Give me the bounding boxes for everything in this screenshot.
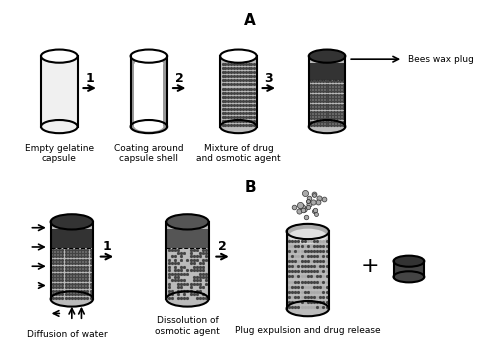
Ellipse shape xyxy=(220,120,256,133)
Ellipse shape xyxy=(394,271,424,283)
Polygon shape xyxy=(166,230,208,248)
Polygon shape xyxy=(50,230,93,248)
Polygon shape xyxy=(166,222,208,299)
Text: Coating around
capsule shell: Coating around capsule shell xyxy=(114,144,184,163)
Polygon shape xyxy=(50,222,93,299)
Polygon shape xyxy=(130,56,167,126)
Ellipse shape xyxy=(308,50,346,63)
Text: Diffusion of water: Diffusion of water xyxy=(26,330,108,339)
Polygon shape xyxy=(41,56,78,126)
Ellipse shape xyxy=(134,122,164,132)
Ellipse shape xyxy=(288,229,327,244)
Text: 2: 2 xyxy=(175,72,184,85)
Ellipse shape xyxy=(166,291,208,307)
Polygon shape xyxy=(308,63,346,80)
Text: A: A xyxy=(244,13,256,28)
Ellipse shape xyxy=(166,214,208,230)
Ellipse shape xyxy=(308,120,346,133)
Polygon shape xyxy=(134,64,164,126)
Ellipse shape xyxy=(308,50,346,63)
Ellipse shape xyxy=(130,50,167,63)
Polygon shape xyxy=(286,232,329,309)
Text: Empty gelatine
capsule: Empty gelatine capsule xyxy=(24,144,94,163)
Text: Plug expulsion and drug release: Plug expulsion and drug release xyxy=(235,326,380,335)
Ellipse shape xyxy=(50,214,93,230)
Text: Bees wax plug: Bees wax plug xyxy=(408,55,474,64)
Text: 1: 1 xyxy=(102,240,112,254)
Polygon shape xyxy=(394,261,424,277)
Ellipse shape xyxy=(41,50,78,63)
Ellipse shape xyxy=(50,291,93,307)
Ellipse shape xyxy=(286,224,329,239)
Text: B: B xyxy=(244,180,256,194)
Text: 3: 3 xyxy=(264,72,273,85)
Ellipse shape xyxy=(41,120,78,133)
Ellipse shape xyxy=(394,256,424,267)
Text: 2: 2 xyxy=(218,240,227,254)
Ellipse shape xyxy=(50,214,93,230)
Ellipse shape xyxy=(134,59,164,69)
Text: Mixture of drug
and osmotic agent: Mixture of drug and osmotic agent xyxy=(196,144,281,163)
Ellipse shape xyxy=(286,301,329,316)
Text: Dissolution of
osmotic agent: Dissolution of osmotic agent xyxy=(155,316,220,336)
Ellipse shape xyxy=(130,120,167,133)
Ellipse shape xyxy=(166,214,208,230)
Text: 1: 1 xyxy=(86,72,94,85)
Text: +: + xyxy=(361,256,380,276)
Polygon shape xyxy=(220,56,256,126)
Ellipse shape xyxy=(220,50,256,63)
Polygon shape xyxy=(308,56,346,126)
